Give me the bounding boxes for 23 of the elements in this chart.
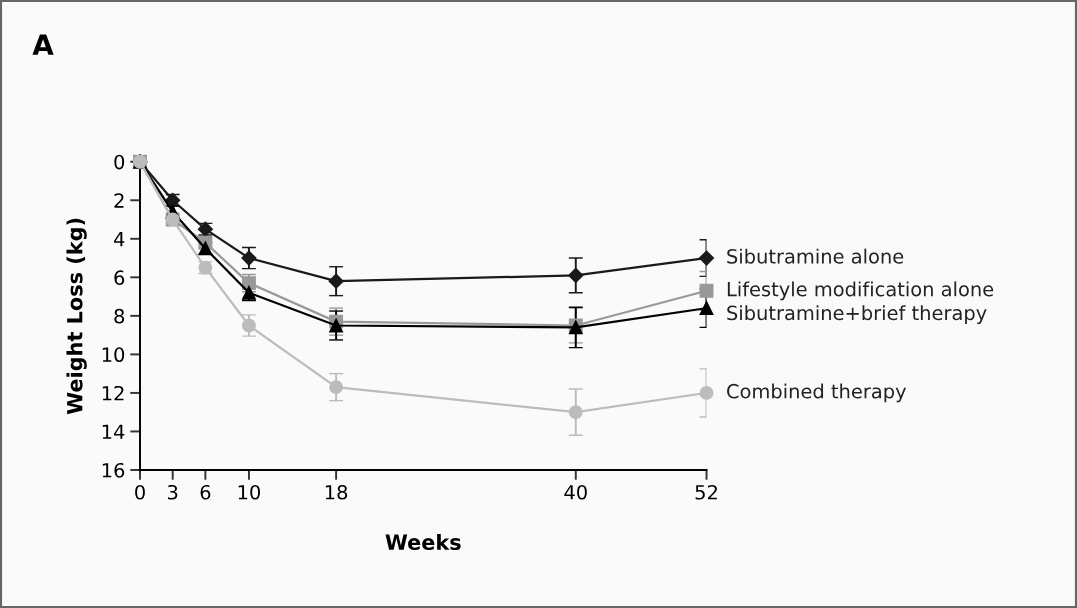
series-label: Lifestyle modification alone bbox=[727, 281, 994, 301]
y-tick-label: 4 bbox=[114, 232, 125, 247]
x-axis-title: Weeks bbox=[385, 533, 461, 551]
y-tick-label: 16 bbox=[102, 462, 125, 478]
x-tick-label: 40 bbox=[564, 484, 587, 500]
x-tick-label: 0 bbox=[135, 484, 145, 500]
y-tick-label: 0 bbox=[114, 154, 125, 170]
y-tick-label: 8 bbox=[114, 308, 125, 324]
y-tick-label: 14 bbox=[102, 424, 125, 439]
x-tick-label: 18 bbox=[325, 484, 348, 500]
y-tick-label: 10 bbox=[102, 347, 125, 363]
y-axis-title: Weight Loss (kg) bbox=[66, 218, 87, 415]
series-label: Combined therapy bbox=[727, 383, 907, 403]
x-tick-label: 52 bbox=[695, 484, 717, 500]
y-tick-label: 6 bbox=[114, 270, 125, 285]
x-tick-label: 10 bbox=[238, 484, 261, 500]
y-tick-label: 12 bbox=[102, 385, 124, 401]
text: A bbox=[32, 34, 54, 55]
series-label: Sibutramine+brief therapy bbox=[727, 305, 987, 325]
series-label: Sibutramine alone bbox=[727, 248, 904, 264]
y-tick-label: 2 bbox=[114, 193, 124, 208]
x-tick-label: 3 bbox=[167, 484, 178, 500]
x-tick-label: 6 bbox=[200, 484, 211, 500]
